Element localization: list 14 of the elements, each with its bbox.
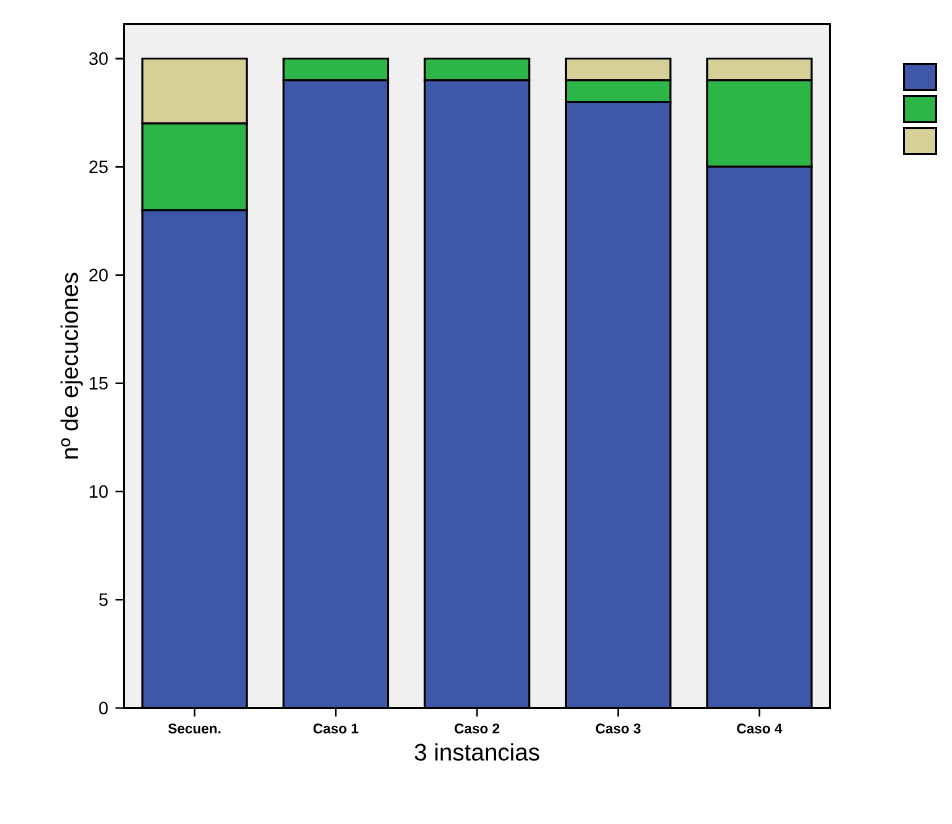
bar — [283, 80, 389, 708]
y-tick-label: 5 — [99, 593, 108, 607]
x-axis-title: 3 instancias — [414, 743, 540, 761]
y-tick-label: 15 — [89, 377, 108, 390]
y-axis-title: nº de ejecuciones — [60, 272, 83, 459]
bar — [423, 79, 531, 708]
y-tick-label: 10 — [89, 485, 108, 498]
y-tick-label: 0 — [99, 701, 108, 715]
y-tick-label: 30 — [89, 52, 108, 65]
bar — [706, 165, 813, 708]
bar — [141, 209, 248, 708]
y-tick-label: 25 — [89, 160, 108, 174]
y-tick-label: 20 — [89, 268, 108, 282]
bar — [564, 100, 672, 708]
